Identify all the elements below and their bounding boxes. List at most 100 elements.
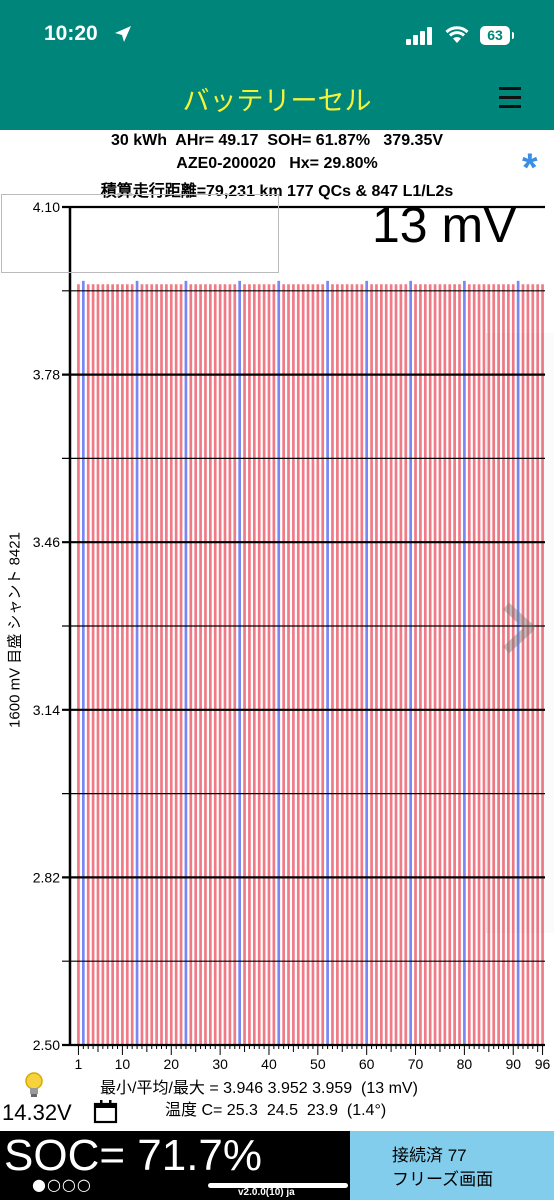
cell-bar: [370, 284, 373, 1045]
menu-icon[interactable]: [497, 82, 523, 112]
cell-bar: [375, 284, 378, 1045]
y-tick-label: 3.14: [33, 702, 60, 718]
cell-bar: [213, 284, 217, 1045]
y-tick-label: 3.46: [33, 534, 60, 550]
cell-bar: [428, 284, 432, 1045]
cell-bar: [355, 284, 359, 1045]
cell-bar: [541, 284, 544, 1045]
cell-bar: [511, 284, 515, 1045]
side-panel: [486, 333, 554, 933]
cell-bar: [492, 284, 496, 1045]
cell-bar: [77, 284, 80, 1045]
status-bar: 10:20 63: [0, 0, 554, 70]
x-tick-label: 96: [535, 1056, 551, 1072]
cell-bar: [179, 284, 183, 1045]
cell-bar: [96, 284, 100, 1045]
x-tick-label: 30: [212, 1056, 228, 1072]
cell-bar: [296, 284, 300, 1045]
battery-summary: 30 kWh AHr= 49.17 SOH= 61.87% 379.35V: [110, 132, 444, 149]
cell-bar: [443, 284, 447, 1045]
x-tick-label: 10: [115, 1056, 131, 1072]
cell-bar: [91, 284, 95, 1045]
cell-bar: [463, 280, 466, 1046]
cell-bar: [160, 284, 163, 1045]
cell-bar: [199, 284, 202, 1045]
cell-bar: [292, 284, 295, 1045]
cell-bar: [350, 284, 354, 1045]
cell-bar: [419, 284, 422, 1045]
page-indicator[interactable]: ●○○○: [32, 1175, 92, 1194]
cell-bar: [531, 284, 535, 1045]
cell-bar: [326, 280, 329, 1046]
status-time: 10:20: [44, 22, 98, 45]
cell-bar: [140, 284, 144, 1045]
cell-bar: [155, 284, 158, 1045]
home-indicator: [208, 1183, 348, 1188]
cell-bar: [101, 284, 105, 1045]
cell-bar: [404, 284, 408, 1045]
vehicle-info: AZE0-200020 Hx= 29.80%: [176, 155, 378, 172]
x-tick-label: 70: [408, 1056, 424, 1072]
overlay-box: [1, 194, 279, 273]
cell-bar: [331, 284, 334, 1045]
cell-bar: [526, 284, 530, 1045]
cell-bar: [189, 284, 193, 1045]
temperature-stats: 温度 C= 25.3 24.5 23.9 (1.4°): [165, 1102, 387, 1119]
cell-bar: [360, 284, 364, 1045]
cell-bar: [502, 284, 505, 1045]
cell-bar: [521, 284, 525, 1045]
cell-bar: [453, 284, 456, 1045]
cell-bar: [336, 284, 339, 1045]
lightbulb-icon[interactable]: [22, 1071, 46, 1099]
x-tick-label: 1: [75, 1056, 83, 1072]
cell-bar: [394, 284, 398, 1045]
voltage-stats: 最小/平均/最大 = 3.946 3.952 3.959 (13 mV): [100, 1080, 418, 1097]
y-tick-label: 2.82: [33, 869, 60, 885]
cell-bar: [262, 284, 266, 1045]
cell-bar: [252, 284, 256, 1045]
cell-bar: [301, 284, 305, 1045]
wifi-icon: [445, 26, 469, 43]
cell-bar: [433, 284, 437, 1045]
cell-bar: [165, 284, 168, 1045]
cell-bar: [150, 284, 154, 1045]
chevron-right-icon[interactable]: [500, 600, 540, 656]
soc-value: SOC= 71.7%: [4, 1131, 263, 1180]
cell-bar: [218, 284, 222, 1045]
cell-bar: [409, 280, 412, 1046]
cell-bar: [389, 284, 393, 1045]
x-tick-label: 90: [505, 1056, 521, 1072]
connection-panel[interactable]: [350, 1131, 554, 1200]
y-tick-label: 3.78: [33, 367, 60, 383]
y-tick-label: 2.50: [33, 1037, 60, 1053]
cell-bar: [228, 284, 232, 1045]
calendar-icon[interactable]: [93, 1100, 119, 1124]
cell-bar: [536, 284, 540, 1045]
odometer-info: 積算走行距離=79,231 km 177 QCs & 847 L1/L2s: [100, 183, 454, 200]
cell-bar: [130, 284, 134, 1045]
x-tick-label: 80: [457, 1056, 473, 1072]
cell-bar: [423, 284, 427, 1045]
cell-bar: [467, 284, 471, 1045]
cell-bar: [507, 284, 510, 1045]
signal-icon: [406, 27, 432, 45]
cell-bar: [345, 284, 349, 1045]
cell-bar: [438, 284, 442, 1045]
cell-bar: [174, 284, 178, 1045]
cell-bar: [482, 284, 486, 1045]
cell-bar: [233, 284, 237, 1045]
freeze-screen-label: フリーズ画面: [392, 1170, 494, 1189]
page-title: バッテリーセル: [182, 86, 372, 117]
cell-bar: [477, 284, 481, 1045]
app-header: バッテリーセル: [0, 70, 554, 130]
cell-bar: [487, 284, 491, 1045]
voltage-delta: 13 mV: [372, 197, 517, 253]
cell-bar: [125, 284, 129, 1045]
cell-bar: [267, 284, 271, 1045]
cell-bar: [243, 284, 246, 1045]
battery-icon: 63: [480, 26, 514, 45]
cell-bar: [86, 284, 90, 1045]
cell-bar: [223, 284, 227, 1045]
x-tick-label: 50: [310, 1056, 326, 1072]
asterisk-icon[interactable]: *: [522, 146, 538, 190]
